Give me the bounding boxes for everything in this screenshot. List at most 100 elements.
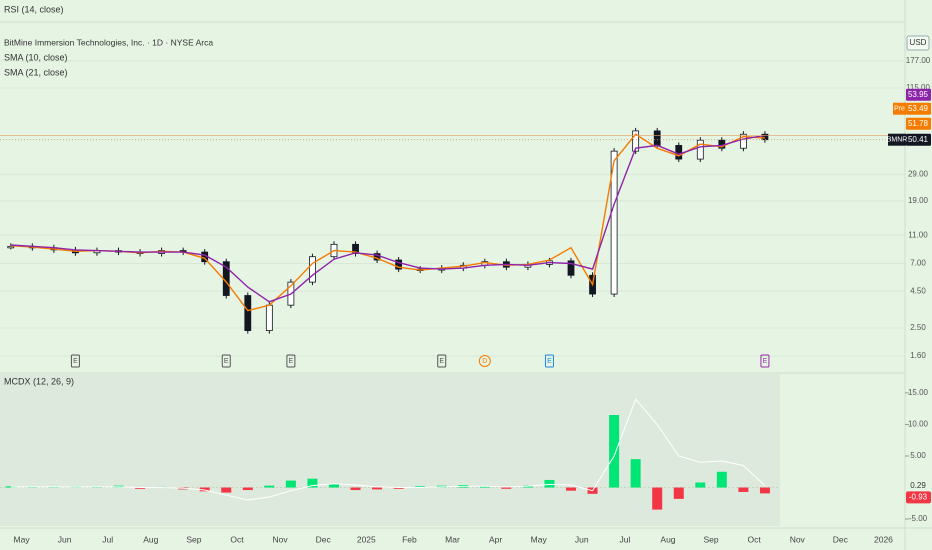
x-tick-label: Jun xyxy=(58,534,72,544)
histogram-bar xyxy=(135,487,146,489)
signal-line xyxy=(10,398,766,501)
x-tick-label: Nov xyxy=(273,534,289,544)
symbol-label: BMNR xyxy=(887,137,908,144)
price-label: 50.41 xyxy=(908,135,929,144)
histogram-bar xyxy=(738,487,749,492)
y-tick-label: -5.00 xyxy=(909,514,928,523)
candle xyxy=(244,295,252,331)
price-label: 53.49 xyxy=(908,104,929,113)
candle xyxy=(610,150,618,295)
event-label[interactable]: E xyxy=(73,358,78,365)
histogram-bar xyxy=(566,487,577,491)
event-badge[interactable] xyxy=(544,354,554,368)
y-tick-label: 19.00 xyxy=(908,196,929,205)
x-tick-label: Dec xyxy=(316,534,332,544)
chart-title[interactable]: BitMine Immersion Technologies, Inc. · 1… xyxy=(4,37,213,47)
histogram-bar xyxy=(759,487,770,494)
last-value-label: 0.29 xyxy=(910,481,926,490)
event-label[interactable]: E xyxy=(547,358,552,365)
histogram-bar xyxy=(328,483,339,488)
histogram-bar xyxy=(695,482,706,488)
y-tick-label: 15.00 xyxy=(908,388,929,397)
event-badge[interactable] xyxy=(286,354,296,368)
x-tick-label: Aug xyxy=(660,534,675,544)
event-badge[interactable] xyxy=(437,354,447,368)
histogram-bar xyxy=(264,485,275,488)
event-label[interactable]: E xyxy=(224,358,229,365)
histogram-bar xyxy=(307,478,318,488)
last-value-box xyxy=(906,491,931,504)
histogram-bar xyxy=(350,487,361,491)
pre-label: Pre xyxy=(894,106,905,113)
pre-box xyxy=(893,102,906,115)
price-label-box xyxy=(906,133,931,146)
histogram-bar xyxy=(285,480,296,488)
candle xyxy=(7,245,15,249)
x-tick-label: Oct xyxy=(230,534,244,544)
event-label[interactable]: E xyxy=(289,358,294,365)
histogram-bar xyxy=(630,459,641,488)
candle xyxy=(352,243,359,254)
x-tick-label: 2025 xyxy=(357,534,376,544)
x-tick-label: Dec xyxy=(833,534,849,544)
currency[interactable]: USD xyxy=(910,38,927,47)
x-tick-label: Feb xyxy=(402,534,417,544)
x-tick-label: Oct xyxy=(748,534,762,544)
rsi-label[interactable]: RSI (14, close) xyxy=(4,4,64,14)
x-tick-label: Jun xyxy=(575,534,589,544)
indicator-title[interactable]: MCDX (12, 26, 9) xyxy=(4,376,74,386)
x-tick-label: May xyxy=(531,534,548,544)
y-tick-label: 115.00 xyxy=(906,83,930,92)
y-tick-label: 29.00 xyxy=(908,169,929,178)
event-badge[interactable] xyxy=(70,354,80,368)
candle xyxy=(696,139,704,160)
candle xyxy=(632,130,640,152)
event-label[interactable]: E xyxy=(763,358,768,365)
histogram-bar xyxy=(673,487,684,499)
x-tick-label: Jul xyxy=(102,534,113,544)
price-label-box xyxy=(906,88,931,101)
x-tick-label: May xyxy=(14,534,31,544)
last-value-label: -0.93 xyxy=(909,493,928,502)
price-label: 53.95 xyxy=(908,90,929,99)
histogram-bar xyxy=(609,414,620,488)
y-tick-label: 7.00 xyxy=(910,259,926,268)
y-tick-label: 5.00 xyxy=(910,451,926,460)
x-tick-label: Mar xyxy=(445,534,460,544)
sma-line xyxy=(10,134,766,303)
y-tick-label: 4.50 xyxy=(910,286,926,295)
histogram-bar xyxy=(652,487,663,510)
price-label-box xyxy=(906,102,931,115)
event-badge[interactable] xyxy=(760,354,770,368)
event-badge[interactable] xyxy=(478,355,491,367)
event-badge[interactable] xyxy=(221,354,231,368)
legend-entry[interactable]: SMA (21, close) xyxy=(4,67,68,77)
event-label[interactable]: D xyxy=(482,358,487,365)
x-tick-label: Sep xyxy=(704,534,719,544)
histogram-bar xyxy=(221,487,232,493)
x-tick-label: Apr xyxy=(489,534,502,544)
x-tick-label: Sep xyxy=(186,534,201,544)
histogram-bar xyxy=(372,487,383,490)
candle xyxy=(675,145,683,160)
y-tick-label: 2.50 xyxy=(910,323,926,332)
candle xyxy=(739,133,747,149)
candle xyxy=(309,256,316,283)
candle xyxy=(395,259,403,270)
histogram-bar xyxy=(479,486,490,488)
histogram-bar xyxy=(716,471,727,488)
histogram-bar xyxy=(415,486,426,488)
price-label-box xyxy=(906,117,931,130)
y-tick-label: 1.60 xyxy=(910,351,926,360)
event-label[interactable]: E xyxy=(439,358,444,365)
x-tick-label: Nov xyxy=(790,534,806,544)
x-tick-label: Jul xyxy=(619,534,630,544)
currency-box[interactable] xyxy=(906,35,930,51)
y-tick-label: 11.00 xyxy=(908,230,928,239)
price-label: 51.78 xyxy=(908,119,929,128)
candle xyxy=(567,260,575,276)
legend-entry[interactable]: SMA (10, close) xyxy=(4,52,68,62)
histogram-bar xyxy=(501,487,512,489)
histogram-bar xyxy=(242,487,253,491)
